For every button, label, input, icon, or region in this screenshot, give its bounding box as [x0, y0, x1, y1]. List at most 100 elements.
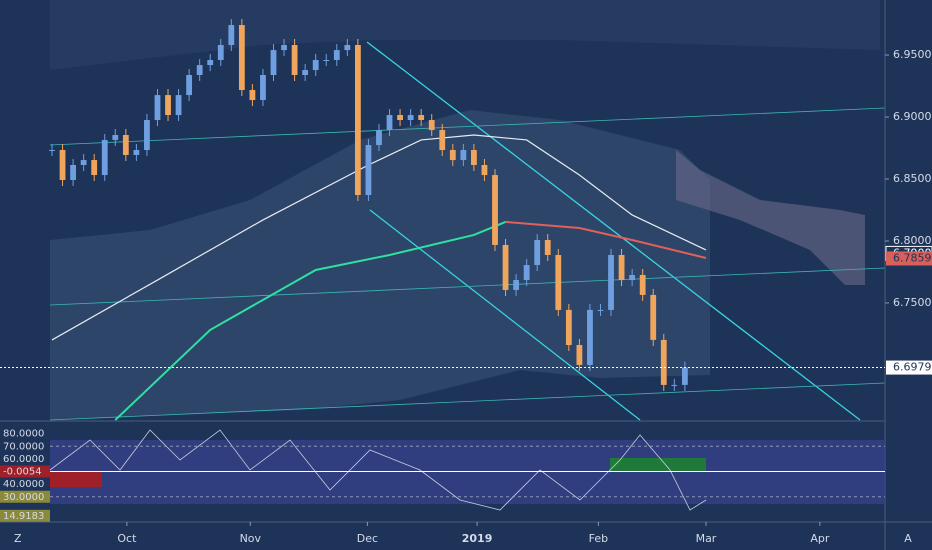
candle-body	[502, 244, 509, 290]
trend-line	[366, 41, 861, 421]
candle-body	[681, 367, 688, 385]
candle-body	[344, 45, 351, 51]
y-tick-label: 6.9000	[893, 110, 932, 123]
candle-body	[397, 115, 403, 120]
candle-body	[492, 175, 498, 245]
price-label-box	[886, 360, 932, 375]
candle-body	[249, 90, 256, 101]
moving-average	[51, 134, 707, 341]
candle-body	[281, 45, 287, 51]
candle-body	[270, 50, 277, 75]
candle-body	[333, 50, 340, 60]
candle-body	[481, 165, 488, 176]
price-label: 6.7859	[893, 251, 932, 264]
candle-body	[534, 240, 541, 266]
candle-body	[376, 130, 382, 146]
indicator-label: 70.0000	[3, 441, 44, 452]
candle-body	[238, 25, 245, 91]
x-tick-label: Feb	[589, 532, 608, 545]
candle-body	[513, 280, 520, 290]
indicator-label-box	[0, 490, 50, 503]
indicator-label-box	[0, 440, 50, 453]
candle-body	[186, 75, 193, 96]
candle-body	[59, 150, 66, 180]
indicator-label-box	[0, 427, 50, 440]
corner-label: Z	[14, 532, 22, 545]
x-tick-label: 2019	[462, 532, 493, 545]
candle-body	[323, 60, 330, 61]
indicator-block	[50, 472, 102, 487]
candle-body	[365, 145, 372, 195]
candle-body	[312, 60, 319, 71]
y-tick-label: 6.8500	[893, 172, 932, 185]
indicator-label-box	[0, 452, 50, 465]
x-tick-label: Mar	[696, 532, 717, 545]
corner-label: A	[904, 532, 912, 545]
price-label-box	[886, 251, 932, 266]
candle-body	[175, 95, 182, 116]
channel-line	[49, 107, 886, 146]
candle-body	[354, 45, 361, 195]
candle-body	[555, 255, 562, 310]
candle-body	[91, 160, 98, 176]
candle-body	[291, 45, 298, 75]
indicator-label: 30.0000	[3, 492, 44, 503]
candle-body	[260, 75, 266, 101]
indicator-label: 80.0000	[3, 429, 44, 440]
candle-body	[565, 309, 572, 345]
candle-body	[587, 309, 593, 365]
candle-body	[133, 150, 140, 155]
candle-body	[471, 150, 477, 165]
candle-body	[70, 165, 76, 180]
candle-body	[228, 25, 235, 45]
candle-body	[196, 65, 203, 75]
candle-body	[207, 60, 214, 66]
candle-body	[439, 130, 446, 150]
indicator-label: 14.9183	[3, 511, 44, 522]
y-tick-label: 6.7500	[893, 296, 932, 309]
candle-body	[671, 384, 678, 386]
y-tick-label: 6.9500	[893, 48, 932, 61]
candle-body	[407, 115, 414, 120]
candle-body	[122, 135, 129, 155]
candle-body	[660, 339, 667, 385]
x-tick-label: Dec	[357, 532, 378, 545]
candle-body	[386, 115, 393, 131]
candle-body	[217, 45, 224, 60]
candle-body	[418, 115, 425, 120]
future-cloud	[676, 150, 865, 285]
moving-average	[114, 220, 506, 421]
candle-body	[608, 255, 614, 310]
candle-body	[544, 240, 551, 255]
y-tick-label: 6.8000	[893, 234, 932, 247]
candle-body	[154, 95, 161, 120]
candle-body	[101, 139, 108, 176]
candle-body	[650, 294, 657, 340]
candle-body	[428, 120, 435, 131]
x-tick-label: Apr	[810, 532, 830, 545]
cloud	[50, 110, 710, 420]
cloud	[50, 0, 880, 70]
channel-line	[49, 267, 886, 306]
candle-body	[302, 70, 309, 75]
candle-body	[449, 150, 456, 161]
trend-line	[369, 209, 641, 421]
candle-body	[597, 309, 604, 311]
indicator-label: -0.0054	[3, 467, 42, 478]
candle-body	[112, 135, 119, 140]
indicator-label: 60.0000	[3, 454, 44, 465]
indicator-label: 40.0000	[3, 479, 44, 490]
candle-body	[576, 345, 583, 365]
candle-body	[639, 274, 646, 295]
candle-body	[80, 160, 87, 165]
x-tick-label: Oct	[117, 532, 137, 545]
candle-body	[460, 150, 467, 161]
channel-line	[49, 382, 886, 421]
candle-body	[144, 120, 150, 150]
price-label: 6.6979	[893, 361, 932, 374]
candle-body	[523, 265, 530, 281]
moving-average	[505, 220, 707, 259]
x-tick-label: Nov	[240, 532, 262, 545]
indicator-block	[610, 458, 706, 472]
